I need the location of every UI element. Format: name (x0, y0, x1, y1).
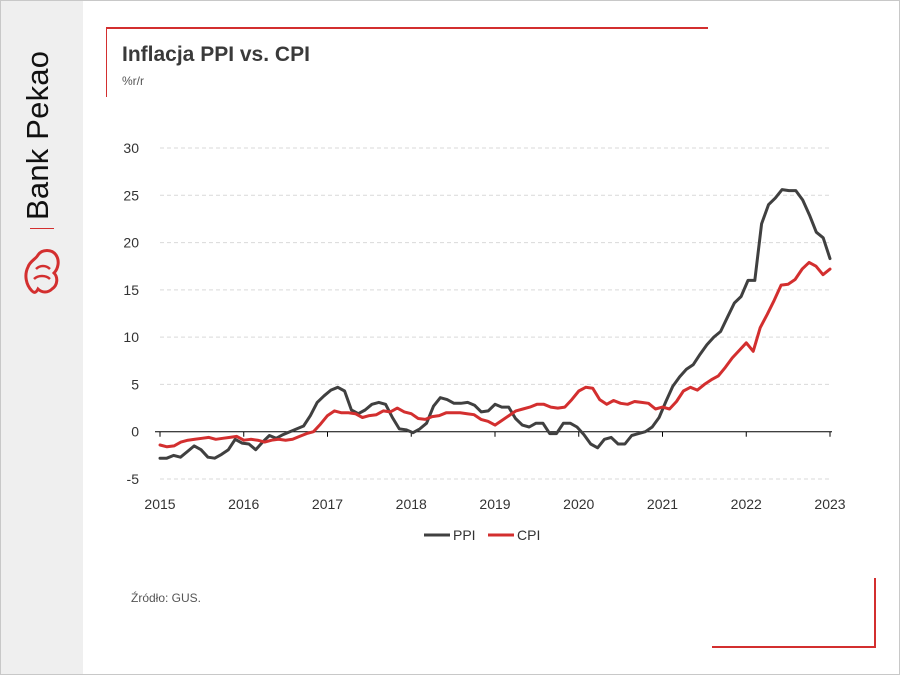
bison-logo-icon (24, 249, 60, 294)
series-line-cpi (158, 260, 832, 449)
x-axis-ticks: 2015 2016 2017 2018 2019 2020 2021 2022 2023 (144, 431, 846, 512)
x-tick-label: 2020 (563, 496, 594, 512)
chart-legend: PPI CPI (424, 527, 540, 543)
x-tick-label: 2018 (396, 496, 427, 512)
chart-grid (155, 147, 832, 480)
source-note: Źródło: GUS. (131, 591, 202, 605)
legend-label-cpi: CPI (517, 527, 540, 543)
x-tick-label: 2019 (479, 496, 510, 512)
y-tick-label: 0 (131, 424, 139, 440)
chart-title: Inflacja PPI vs. CPI (122, 43, 310, 66)
brand-sidebar (1, 1, 83, 674)
y-tick-label: 5 (131, 376, 139, 392)
x-tick-label: 2021 (647, 496, 678, 512)
x-tick-label: 2022 (731, 496, 762, 512)
y-tick-label: 20 (123, 235, 139, 251)
y-tick-label: 10 (123, 329, 139, 345)
x-tick-label: 2016 (228, 496, 259, 512)
series-line-ppi (158, 188, 832, 460)
corner-accent-right (874, 578, 876, 648)
y-axis-ticks: 30 25 20 15 10 5 0 -5 (123, 140, 139, 487)
x-tick-label: 2023 (814, 496, 845, 512)
title-accent-line (106, 27, 708, 29)
corner-accent-bottom (712, 646, 876, 648)
y-tick-label: 15 (123, 282, 139, 298)
chart-lines (158, 188, 832, 460)
y-tick-label: 25 (123, 187, 139, 203)
chart-unit: %r/r (122, 74, 144, 88)
y-tick-label: -5 (127, 471, 140, 487)
brand-separator (30, 228, 54, 229)
x-tick-label: 2015 (144, 496, 175, 512)
x-tick-label: 2017 (312, 496, 343, 512)
y-tick-label: 30 (123, 140, 139, 156)
title-accent-vertical (106, 27, 107, 97)
legend-label-ppi: PPI (453, 527, 476, 543)
